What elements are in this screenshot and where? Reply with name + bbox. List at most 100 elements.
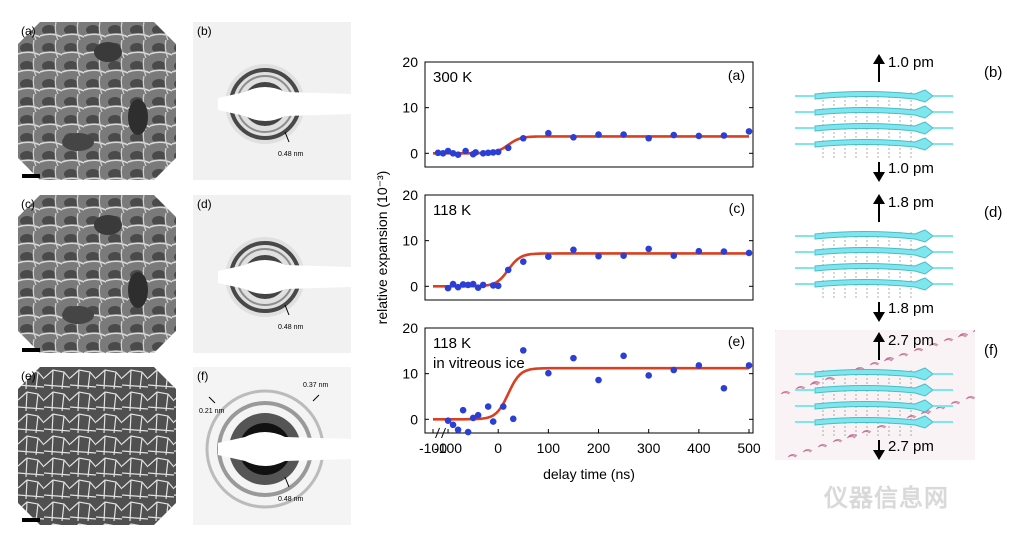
panel-annotation: 300 K [433, 69, 472, 86]
data-point [489, 149, 497, 156]
data-point [459, 281, 467, 288]
y-axis-label: relative expansion (10⁻³) [374, 171, 390, 325]
data-point [620, 252, 627, 260]
data-point [474, 411, 482, 419]
data-point [570, 246, 577, 254]
data-point [474, 284, 482, 291]
data-point [449, 421, 457, 429]
y-tick-label: 10 [402, 366, 418, 382]
data-point [670, 131, 678, 139]
data-point [449, 150, 457, 157]
y-tick-label: 0 [410, 145, 418, 161]
structure-panel-label: (b) [984, 64, 1003, 81]
micrograph-e-label: (e) [21, 369, 36, 383]
panel-label: (a) [728, 67, 745, 83]
data-point [745, 249, 753, 257]
data-point [720, 384, 728, 392]
plot-frame [424, 194, 754, 301]
micrograph-texture [18, 195, 176, 353]
data-point [469, 280, 477, 288]
data-point [479, 150, 487, 157]
data-point [454, 283, 462, 291]
diffraction-pattern: 0.48 nm [193, 22, 351, 180]
diffraction-pattern: 0.37 nm 0.21 nm 0.48 nm [193, 367, 351, 525]
structure-diagram [775, 192, 975, 327]
x-tick-label: 500 [737, 440, 761, 456]
data-point [494, 148, 502, 156]
data-point [519, 258, 527, 265]
expansion-top-label: 1.0 pm [888, 54, 934, 71]
expansion-bottom-label: 1.8 pm [888, 300, 934, 317]
expansion-bottom-label: 2.7 pm [888, 438, 934, 455]
plot-frame [424, 61, 754, 168]
scale-bar [22, 174, 40, 178]
diffraction-d: 0.48 nm [193, 195, 351, 353]
data-point [459, 406, 467, 414]
y-tick-label: 20 [402, 320, 418, 336]
fit-curve [433, 135, 749, 155]
data-point [504, 266, 512, 274]
y-tick-label: 10 [402, 100, 418, 116]
data-point [462, 147, 469, 155]
data-point [620, 131, 627, 138]
micrograph-c-label: (c) [21, 197, 35, 211]
micrograph-texture [18, 367, 176, 525]
data-point [720, 248, 728, 255]
x-tick-label: -100 [434, 440, 462, 456]
data-point [504, 144, 512, 152]
d-spacing-label: 0.21 nm [199, 408, 224, 415]
data-point [509, 415, 517, 423]
beta-sheet-model [795, 194, 953, 322]
data-point [745, 362, 753, 369]
data-point [484, 403, 492, 410]
data-point [670, 252, 678, 260]
data-point [645, 134, 652, 142]
structure-diagram [774, 328, 983, 465]
plot-frame [424, 327, 754, 434]
panel-label: (e) [728, 333, 745, 349]
data-point [545, 369, 552, 377]
panel-label: (c) [729, 200, 745, 216]
data-point [595, 252, 602, 260]
x-tick-label: -100 [419, 440, 447, 456]
fit-curve [433, 366, 749, 421]
data-point [620, 352, 627, 360]
data-point [695, 132, 703, 140]
data-point [444, 284, 452, 292]
data-point [469, 414, 477, 422]
diffraction-f-label: (f) [197, 369, 209, 383]
beta-sheet-model [774, 328, 983, 460]
scale-bar [22, 518, 40, 522]
diffraction-b-label: (b) [197, 24, 212, 38]
data-point [489, 418, 497, 425]
data-point [472, 149, 479, 156]
data-point [444, 417, 452, 424]
y-tick-label: 0 [410, 278, 418, 294]
data-point [499, 403, 507, 410]
axis-break [441, 427, 446, 439]
expansion-bottom-label: 1.0 pm [888, 160, 934, 177]
axis-break [435, 427, 440, 439]
micrograph-c [18, 195, 176, 353]
expansion-chart-svg: 0 10 20 300 K (a) 0 10 20 118 K (c) 0 10 20 118 K in v… [374, 54, 761, 482]
data-point [484, 149, 492, 157]
data-point [489, 282, 497, 289]
structure-diagram [775, 52, 975, 187]
fit-curve [433, 252, 749, 288]
d-spacing-label: 0.48 nm [278, 324, 303, 331]
data-point [545, 253, 552, 260]
data-point [479, 281, 487, 289]
data-point [439, 150, 447, 157]
data-point [519, 134, 527, 142]
x-tick-label: 400 [687, 440, 711, 456]
data-point [595, 376, 602, 384]
data-point [519, 347, 527, 354]
data-point [454, 426, 462, 434]
diffraction-f: 0.37 nm 0.21 nm 0.48 nm [193, 367, 351, 525]
data-point [670, 366, 678, 374]
data-point [454, 151, 462, 158]
panel-annotation: in vitreous ice [433, 355, 525, 372]
data-point [570, 354, 577, 362]
micrograph-e [18, 367, 176, 525]
data-point [464, 281, 472, 289]
